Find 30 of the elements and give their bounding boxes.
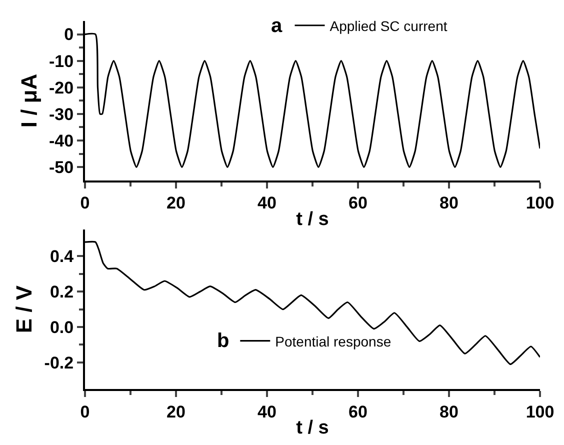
y-tick-label: -20 (49, 78, 74, 98)
y-tick-label: -40 (49, 131, 74, 150)
y-tick-label: 0.4 (50, 247, 74, 266)
legend-label: Applied SC current (330, 18, 448, 34)
x-tick-label: 40 (258, 194, 276, 213)
x-axis-title: t / s (296, 418, 329, 439)
x-tick-label: 100 (526, 194, 554, 213)
x-axis-title: t / s (296, 209, 329, 230)
x-tick-label: 40 (258, 402, 276, 422)
x-tick-label: 100 (526, 402, 554, 422)
x-tick-label: 20 (166, 402, 186, 422)
y-tick-label: -0.2 (44, 353, 74, 372)
x-tick-label: 0 (80, 402, 90, 422)
annotation: a (271, 15, 283, 37)
y-tick-label: 0.2 (50, 282, 74, 302)
x-tick-label: 20 (166, 194, 186, 213)
legend-label: Potential response (275, 333, 392, 350)
y-tick-label: -10 (49, 52, 74, 71)
y-tick-label: -30 (49, 104, 74, 124)
x-tick-label: 80 (440, 194, 458, 213)
x-tick-label: 0 (80, 194, 90, 213)
y-tick-label: -50 (49, 158, 74, 178)
x-tick-label: 60 (348, 194, 368, 213)
y-axis-title: I / μA (16, 74, 42, 128)
annotation: b (217, 330, 230, 352)
y-tick-label: 0.0 (50, 318, 74, 337)
y-axis-title: E / V (12, 285, 37, 334)
x-tick-label: 60 (348, 402, 368, 422)
y-tick-label: 0 (64, 25, 74, 44)
x-tick-label: 80 (440, 402, 458, 422)
